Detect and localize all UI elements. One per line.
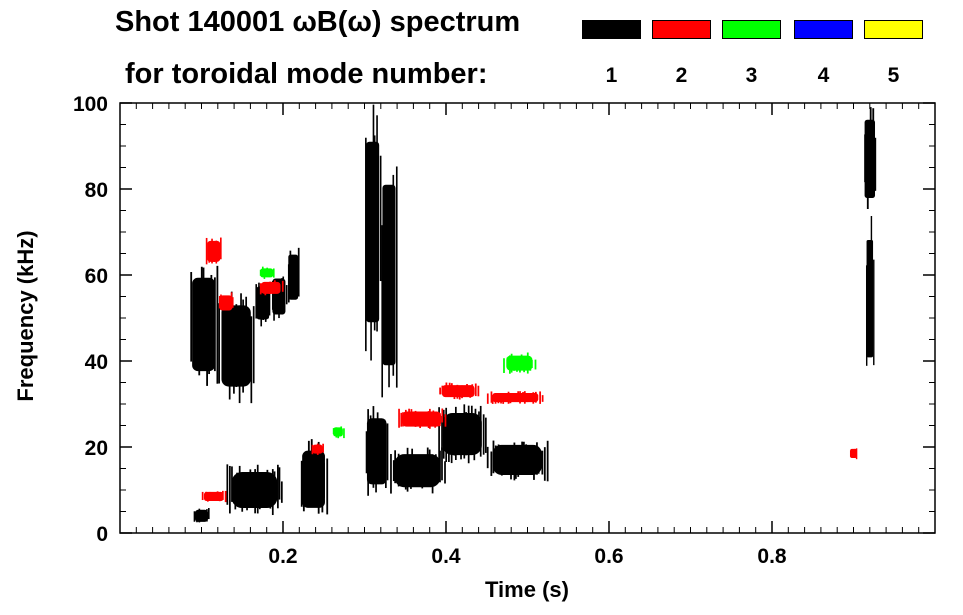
chart-title-line2: for toroidal mode number:: [125, 58, 488, 90]
mode-1-region: [390, 447, 446, 494]
mode-3-region: [259, 266, 275, 279]
mode-1-region: [226, 464, 283, 516]
mode-1-region: [218, 291, 255, 404]
mode-1-region: [190, 265, 219, 386]
legend-swatch-mode-4: [794, 20, 853, 39]
mode-1-region: [381, 166, 398, 398]
axis-tick-labels: 0.2 0.4 0.6 0.8 0 20 40 60 80 100: [73, 93, 787, 568]
y-tick-label: 100: [73, 93, 108, 116]
mode-2-region: [259, 280, 284, 296]
legend-label-mode-5: 5: [887, 64, 900, 87]
legend-label-mode-1: 1: [605, 64, 618, 87]
legend-label-mode-2: 2: [675, 64, 688, 87]
mode-2-region: [439, 382, 480, 400]
mode-1-region: [287, 247, 300, 303]
mode-1-region: [193, 508, 210, 523]
chart-title-line1: Shot 140001 ωB(ω) spectrum: [115, 6, 521, 38]
x-tick-label: 0.2: [268, 545, 297, 568]
mode-1-region: [365, 406, 389, 496]
mode-1-region: [438, 404, 487, 464]
y-tick-label: 60: [85, 265, 108, 288]
mode-1-region: [365, 104, 382, 361]
y-tick-label: 40: [85, 351, 108, 374]
mode-2-region: [201, 490, 227, 503]
x-tick-label: 0.4: [431, 545, 461, 568]
mode-3-region: [332, 426, 345, 439]
mode-1-region: [486, 440, 549, 482]
mode-2-region: [486, 391, 544, 404]
legend-swatch-mode-5: [864, 20, 923, 39]
legend-label-mode-4: 4: [817, 64, 830, 87]
mode-2-region: [218, 292, 234, 311]
y-tick-label: 0: [96, 523, 108, 546]
plot-frame: [119, 102, 936, 534]
x-tick-label: 0.6: [594, 545, 623, 568]
mode-1-region: [864, 107, 877, 209]
mode-2-region: [205, 237, 222, 265]
legend-swatch-mode-1: [582, 20, 641, 39]
spectrum-regions: [190, 104, 877, 523]
legend-swatch-mode-2: [652, 20, 711, 39]
y-axis-title: Frequency (kHz): [13, 230, 38, 401]
x-axis-title: Time (s): [485, 577, 569, 602]
mode-3-region: [503, 352, 537, 374]
mode-2-region: [398, 408, 447, 429]
x-tick-label: 0.8: [757, 545, 787, 568]
mode-1-region: [865, 216, 875, 366]
mode-1-region: [300, 439, 329, 515]
y-tick-label: 80: [85, 179, 108, 202]
axis-ticks: [120, 102, 935, 534]
mode-2-region: [849, 448, 858, 460]
legend-swatch-mode-3: [722, 20, 781, 39]
mode-2-region: [311, 443, 324, 455]
y-tick-label: 20: [85, 437, 108, 460]
legend-label-mode-3: 3: [745, 64, 758, 87]
